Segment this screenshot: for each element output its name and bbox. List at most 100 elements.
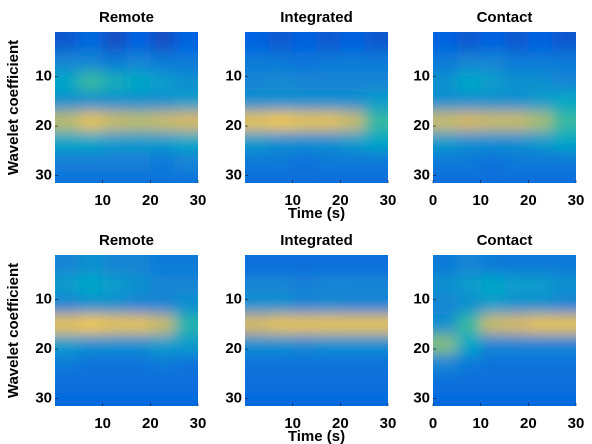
- heatmap-cell: [456, 111, 482, 132]
- x-tick-label: 20: [520, 415, 537, 432]
- heatmap-cell: [55, 51, 80, 73]
- heatmap-cell: [528, 334, 553, 355]
- y-tick-label: 30: [35, 390, 52, 407]
- heatmap-cell: [268, 91, 294, 112]
- heatmap-cell: [456, 294, 482, 315]
- heatmap-cell: [292, 51, 317, 73]
- heatmap-cell: [126, 150, 151, 172]
- y-tick-label: 20: [225, 340, 242, 357]
- heatmap-cell: [340, 111, 365, 132]
- heatmap-cell: [316, 294, 341, 315]
- heatmap-cell: [528, 150, 553, 172]
- heatmap-cell: [78, 131, 104, 152]
- heatmap-cell: [55, 111, 80, 132]
- heatmap-cell: [78, 150, 104, 172]
- heatmap-cell: [150, 170, 175, 183]
- panel-title: Contact: [477, 232, 533, 249]
- heatmap-cell: [78, 91, 104, 112]
- heatmap-cell: [174, 274, 198, 296]
- heatmap-cell: [433, 354, 458, 375]
- heatmap-cell: [174, 51, 198, 73]
- heatmap-cell: [55, 334, 80, 355]
- heatmap-cell: [102, 314, 127, 335]
- heatmap-cell: [528, 170, 553, 183]
- heatmap-cell: [174, 255, 198, 276]
- x-axis-label: Time (s): [288, 428, 345, 444]
- x-tick-label: 20: [332, 415, 349, 432]
- heatmap-cell: [504, 274, 529, 296]
- heatmap-cell: [552, 334, 576, 355]
- heatmap: [433, 255, 576, 406]
- heatmap-cell: [528, 131, 553, 152]
- heatmap-cell: [245, 170, 270, 183]
- heatmap-cell: [316, 150, 341, 172]
- x-tick-label: 20: [142, 192, 159, 209]
- heatmap-cell: [292, 71, 317, 92]
- heatmap-cell: [316, 274, 341, 296]
- heatmap-cell: [245, 131, 270, 152]
- heatmap-cell: [364, 334, 388, 355]
- heatmap-cell: [102, 131, 127, 152]
- heatmap-cell: [433, 294, 458, 315]
- panel-title: Integrated: [280, 232, 353, 249]
- heatmap-cell: [340, 150, 365, 172]
- heatmap-cells: [433, 255, 576, 406]
- heatmap-cell: [126, 91, 151, 112]
- heatmap-cell: [174, 393, 198, 406]
- heatmap: [433, 32, 576, 183]
- y-tick-label: 10: [225, 68, 242, 85]
- heatmap-cell: [504, 393, 529, 406]
- y-tick-label: 10: [35, 291, 52, 308]
- heatmap-cell: [456, 393, 482, 406]
- heatmap-cell: [268, 51, 294, 73]
- heatmap-cell: [78, 255, 104, 276]
- heatmap-cell: [102, 255, 127, 276]
- y-tick-label: 10: [35, 68, 52, 85]
- heatmap-cell: [340, 71, 365, 92]
- heatmap-cell: [340, 170, 365, 183]
- heatmap-cell: [316, 334, 341, 355]
- x-tick-label: 30: [190, 192, 207, 209]
- heatmap-cell: [102, 393, 127, 406]
- heatmap-cell: [102, 373, 127, 395]
- heatmap-cell: [126, 314, 151, 335]
- heatmap-cell: [552, 131, 576, 152]
- heatmap-cell: [528, 294, 553, 315]
- heatmap-cell: [316, 170, 341, 183]
- heatmap-cell: [480, 354, 505, 375]
- heatmap-cell: [174, 294, 198, 315]
- heatmap-cell: [292, 170, 317, 183]
- heatmap-cell: [364, 131, 388, 152]
- heatmap-cell: [78, 354, 104, 375]
- heatmap-cell: [55, 150, 80, 172]
- heatmap-cell: [126, 274, 151, 296]
- x-tick-label: 10: [472, 192, 489, 209]
- heatmap-cell: [552, 51, 576, 73]
- heatmap-cell: [268, 373, 294, 395]
- y-tick-label: 30: [35, 167, 52, 184]
- heatmap-cell: [528, 91, 553, 112]
- panel-title: Integrated: [280, 9, 353, 26]
- heatmap-cell: [150, 111, 175, 132]
- heatmap-cell: [126, 131, 151, 152]
- heatmap-cell: [552, 71, 576, 92]
- heatmap: [55, 255, 198, 406]
- heatmap-cell: [126, 334, 151, 355]
- heatmap-cell: [102, 354, 127, 375]
- heatmap-cell: [316, 51, 341, 73]
- heatmap: [245, 255, 388, 406]
- heatmap-cell: [480, 51, 505, 73]
- x-tick-label: 20: [520, 192, 537, 209]
- heatmap-cell: [126, 32, 151, 53]
- heatmap-cell: [245, 71, 270, 92]
- heatmap-cell: [150, 393, 175, 406]
- heatmap-cell: [268, 170, 294, 183]
- x-tick-label: 30: [380, 192, 397, 209]
- heatmap-cell: [433, 255, 458, 276]
- heatmap-cell: [150, 373, 175, 395]
- heatmap-cell: [364, 255, 388, 276]
- heatmap-cell: [528, 111, 553, 132]
- heatmap-cell: [340, 354, 365, 375]
- heatmap-cell: [456, 274, 482, 296]
- heatmap-cell: [364, 111, 388, 132]
